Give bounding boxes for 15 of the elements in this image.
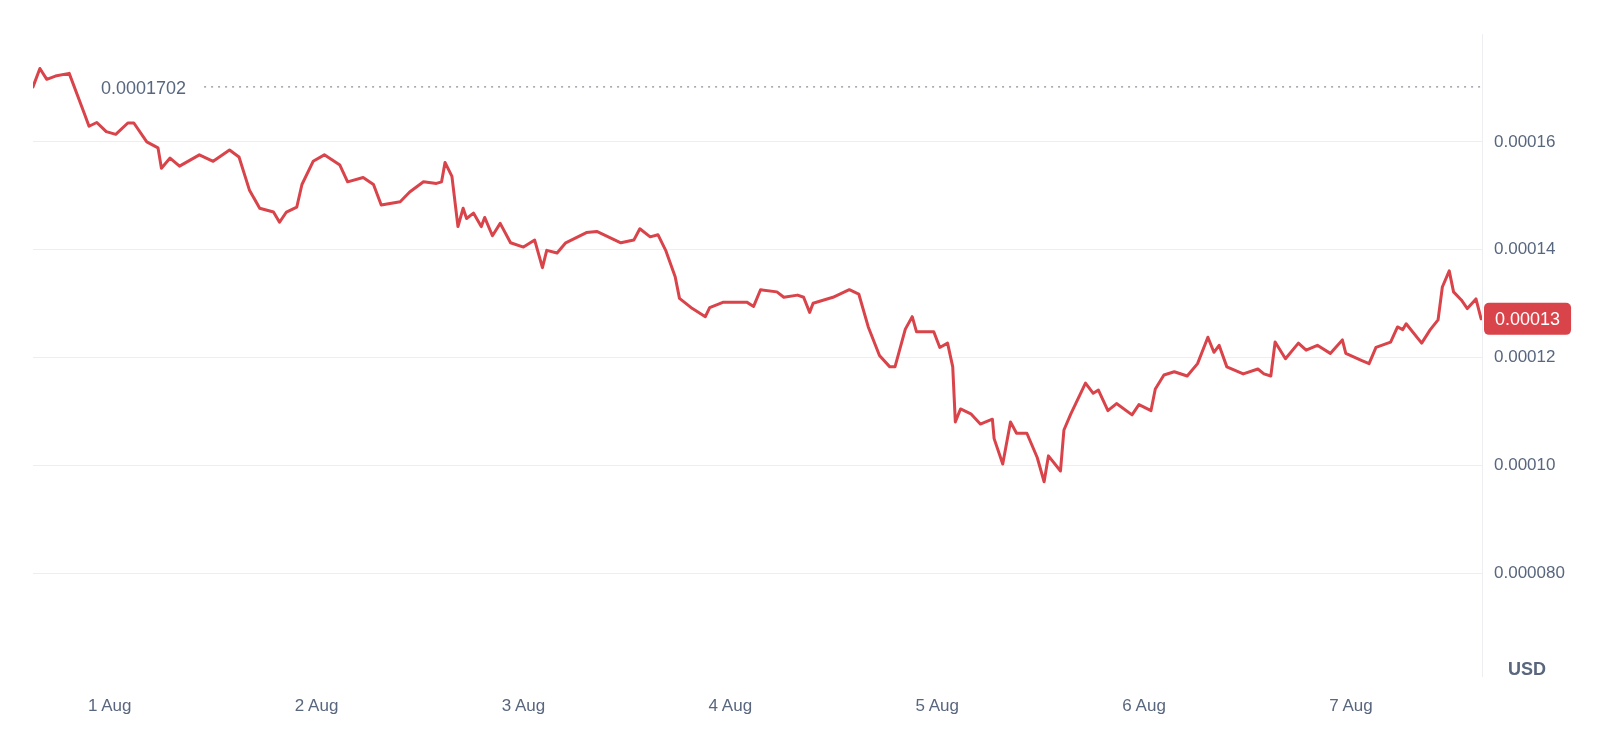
y-axis-title: USD [1508,658,1547,679]
y-tick-label: 0.00016 [1494,131,1556,151]
y-tick-label: 0.000080 [1494,563,1565,583]
x-tick-label: 2 Aug [294,695,339,715]
x-tick-label: 6 Aug [1122,695,1166,715]
y-tick-label: 0.00010 [1494,455,1556,475]
y-tick-label: 0.00012 [1494,347,1556,367]
x-tick-label: 4 Aug [708,695,753,715]
ref-line-label: 0.0001702 [101,77,187,98]
x-tick-label: 1 Aug [87,695,132,715]
text: 0.00013 [1495,308,1561,329]
x-tick-label: 5 Aug [915,695,959,715]
y-tick-label: 0.00014 [1494,239,1556,259]
x-tick-label: 7 Aug [1329,695,1373,715]
x-tick-label: 3 Aug [501,695,546,715]
